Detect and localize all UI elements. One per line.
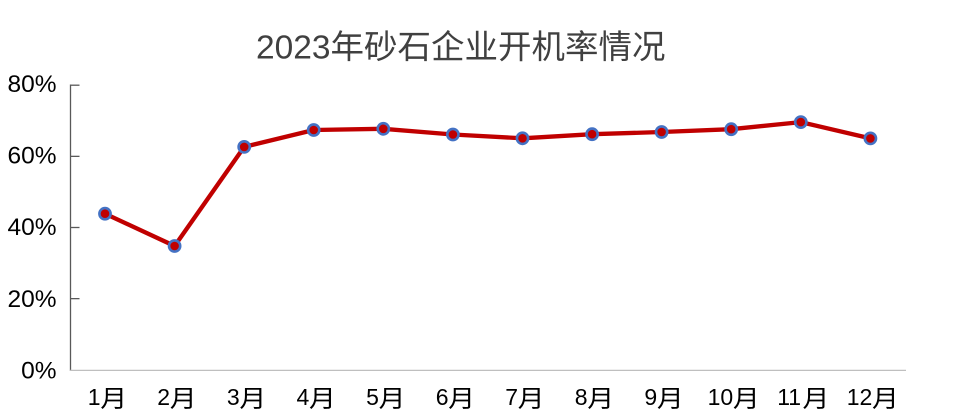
svg-text:4: 4 <box>297 384 310 410</box>
svg-text:8: 8 <box>575 384 588 410</box>
svg-text:20%: 20% <box>7 286 56 313</box>
svg-text:2023: 2023 <box>256 30 331 67</box>
svg-text:6: 6 <box>436 384 449 410</box>
svg-text:80%: 80% <box>7 71 56 98</box>
svg-text:0%: 0% <box>21 358 56 385</box>
svg-text:10: 10 <box>708 384 734 410</box>
svg-text:7: 7 <box>505 384 518 410</box>
svg-text:1: 1 <box>88 384 101 410</box>
svg-text:5: 5 <box>366 384 379 410</box>
svg-text:3: 3 <box>227 384 240 410</box>
svg-text:60%: 60% <box>7 143 56 170</box>
svg-text:9: 9 <box>644 384 657 410</box>
svg-text:12: 12 <box>847 384 873 410</box>
svg-text:2: 2 <box>157 384 170 410</box>
svg-text:11: 11 <box>777 384 801 410</box>
svg-text:40%: 40% <box>7 214 56 241</box>
